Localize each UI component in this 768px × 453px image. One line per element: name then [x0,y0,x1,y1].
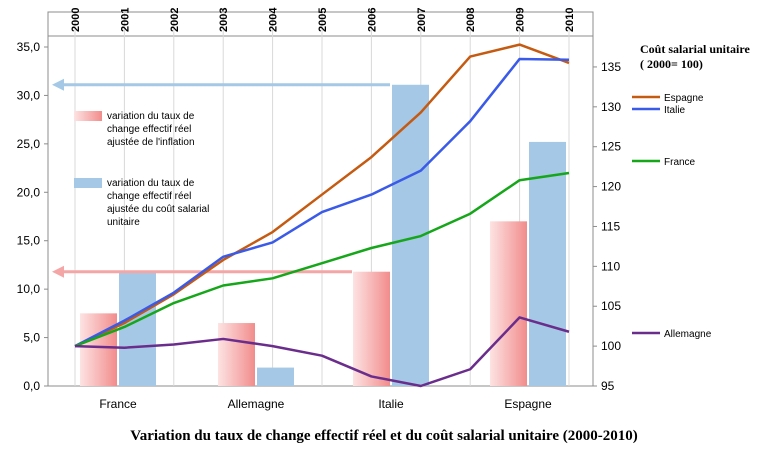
line-france [74,171,570,348]
year-tick-label: 2007 [416,8,428,32]
year-tick-label: 2004 [268,7,280,32]
legend-label: Allemagne [664,329,712,340]
year-tick-label: 2009 [515,8,527,32]
year-tick-label: 2005 [317,8,329,32]
legend-label: change effectif réel [107,124,191,135]
right-axis-tick-label: 95 [601,379,615,393]
category-label: Espagne [504,397,552,411]
right-axis-tick-label: 105 [601,299,621,313]
legend-label: variation du taux de [107,178,195,189]
right-axis-title: Coût salarial unitaire [640,42,750,56]
left-axis-tick-label: 30,0 [17,88,41,102]
right-axis-tick-label: 125 [601,140,621,154]
legend-label: change effectif réel [107,191,191,202]
bar-inflation [218,323,255,386]
left-axis-tick-label: 25,0 [17,137,41,151]
year-tick-label: 2001 [119,8,131,32]
left-axis-tick-label: 20,0 [17,185,41,199]
right-axis-tick-label: 135 [601,60,621,74]
plot-frame [47,11,594,387]
right-axis-tick-label: 120 [601,180,621,194]
year-tick-label: 2006 [366,8,378,32]
legend-label: ajustée de l'inflation [107,137,195,148]
legend-label: Italie [664,105,686,116]
category-label: Allemagne [228,397,285,411]
bar-inflation [353,271,390,386]
legend-label: Espagne [664,93,704,104]
year-tick-label: 2010 [564,8,576,32]
bar-inflation [490,221,527,386]
left-axis-tick-label: 10,0 [17,282,41,296]
bar-unit-labor-cost [529,141,566,386]
line-allemagne [74,316,570,388]
left-axis-tick-label: 35,0 [17,40,41,54]
year-tick-label: 2000 [70,8,82,32]
legend-label: France [664,157,696,168]
right-axis-tick-label: 110 [601,259,620,273]
arrowhead [52,78,64,91]
year-tick-label: 2003 [218,8,230,32]
chart: 2000 2001 2002 2003 2004 2005 2006 2007 2008 2009… [17,7,751,411]
line-italie [74,57,570,348]
line-espagne [74,43,570,348]
right-axis-title: ( 2000= 100) [640,57,703,71]
legend-swatch-bar [74,111,102,121]
category-label: Italie [378,397,404,411]
left-axis-tick-label: 15,0 [17,234,41,248]
left-axis-tick-label: 5,0 [23,331,40,345]
right-axis-tick-label: 130 [601,100,621,114]
legend-swatch-bar [74,178,102,188]
right-axis-tick-label: 115 [601,219,620,233]
legend-label: unitaire [107,217,140,228]
left-axis-tick-label: 0,0 [23,379,40,393]
category-label: France [99,397,137,411]
legend-label: ajustée du coût salarial [107,204,209,215]
bar-inflation [80,313,117,386]
bar-unit-labor-cost [119,271,156,386]
legend-label: variation du taux de [107,111,195,122]
arrowhead [52,265,64,278]
bar-unit-labor-cost [257,367,294,386]
chart-caption: Variation du taux de change effectif rée… [130,428,638,444]
right-axis-tick-label: 100 [601,339,621,353]
year-tick-label: 2002 [169,8,181,32]
year-tick-label: 2008 [465,8,477,32]
